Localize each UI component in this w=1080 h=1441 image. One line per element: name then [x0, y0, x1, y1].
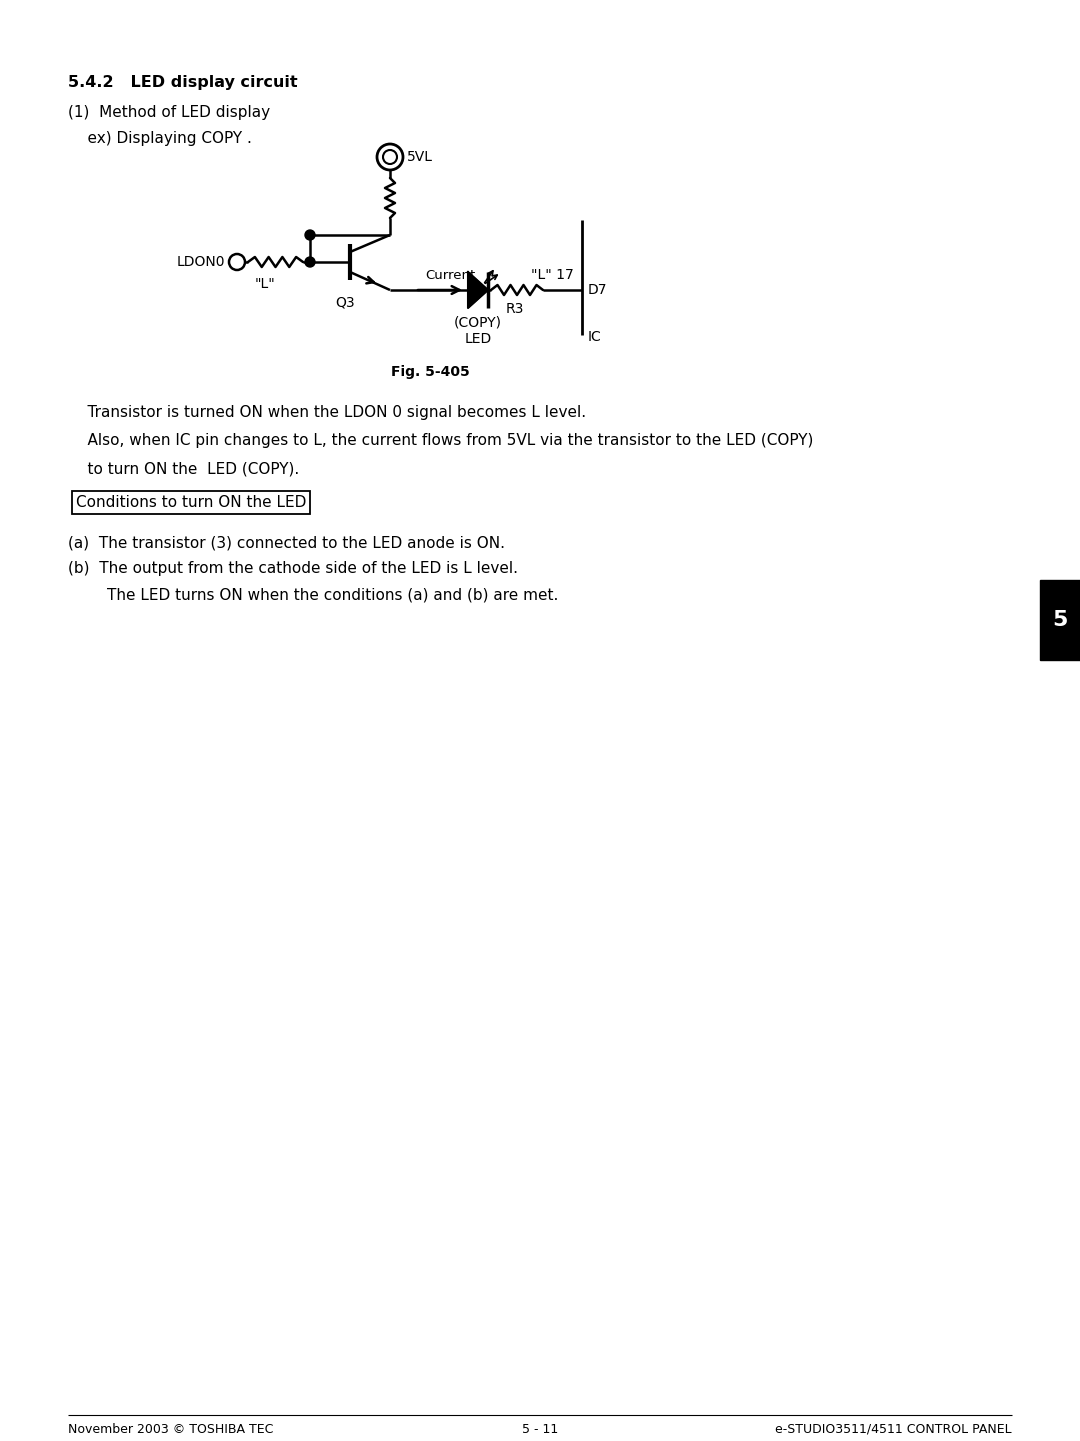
Text: LED: LED — [464, 331, 491, 346]
Text: R3: R3 — [505, 303, 524, 316]
Text: Current: Current — [424, 269, 475, 282]
Text: The LED turns ON when the conditions (a) and (b) are met.: The LED turns ON when the conditions (a)… — [68, 586, 558, 602]
Polygon shape — [468, 272, 488, 308]
Text: (b)  The output from the cathode side of the LED is L level.: (b) The output from the cathode side of … — [68, 561, 518, 576]
Text: Conditions to turn ON the LED: Conditions to turn ON the LED — [76, 496, 307, 510]
Text: Fig. 5-405: Fig. 5-405 — [391, 365, 470, 379]
Text: November 2003 © TOSHIBA TEC: November 2003 © TOSHIBA TEC — [68, 1424, 273, 1437]
FancyBboxPatch shape — [1040, 579, 1080, 660]
Text: IC: IC — [588, 330, 602, 344]
Circle shape — [305, 256, 315, 267]
Text: (a)  The transistor (3) connected to the LED anode is ON.: (a) The transistor (3) connected to the … — [68, 535, 505, 550]
Text: 5 - 11: 5 - 11 — [522, 1424, 558, 1437]
Text: Also, when IC pin changes to L, the current flows from 5VL via the transistor to: Also, when IC pin changes to L, the curr… — [68, 432, 813, 448]
Text: "L": "L" — [255, 277, 275, 291]
Text: D7: D7 — [588, 282, 607, 297]
Text: (1)  Method of LED display: (1) Method of LED display — [68, 105, 270, 120]
Text: Transistor is turned ON when the LDON 0 signal becomes L level.: Transistor is turned ON when the LDON 0 … — [68, 405, 586, 419]
Text: e-STUDIO3511/4511 CONTROL PANEL: e-STUDIO3511/4511 CONTROL PANEL — [775, 1424, 1012, 1437]
Text: Q3: Q3 — [335, 295, 355, 308]
Text: 5VL: 5VL — [407, 150, 433, 164]
Text: ex) Displaying COPY .: ex) Displaying COPY . — [68, 131, 252, 146]
Text: (COPY): (COPY) — [454, 316, 502, 330]
Text: 5: 5 — [1052, 610, 1068, 630]
Text: 5.4.2   LED display circuit: 5.4.2 LED display circuit — [68, 75, 298, 89]
Text: "L" 17: "L" 17 — [531, 268, 573, 282]
Circle shape — [305, 231, 315, 241]
Text: to turn ON the  LED (COPY).: to turn ON the LED (COPY). — [68, 461, 299, 476]
Text: LDON0: LDON0 — [176, 255, 225, 269]
